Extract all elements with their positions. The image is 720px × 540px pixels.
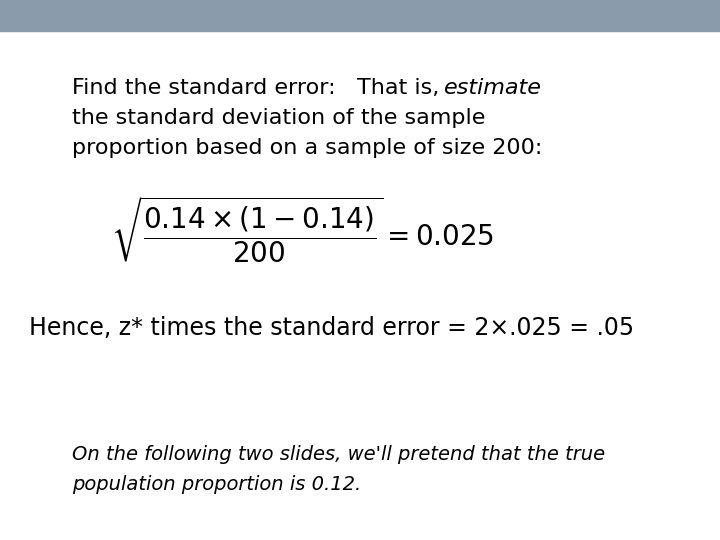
Text: Find the standard error:   That is,: Find the standard error: That is, xyxy=(72,78,446,98)
Text: population proportion is 0.12.: population proportion is 0.12. xyxy=(72,475,361,494)
Text: estimate: estimate xyxy=(444,78,542,98)
Text: Hence, z* times the standard error = 2×.025 = .05: Hence, z* times the standard error = 2×.… xyxy=(29,316,634,340)
Text: $\sqrt{\dfrac{0.14 \times (1 - 0.14)}{200}} = 0.025$: $\sqrt{\dfrac{0.14 \times (1 - 0.14)}{20… xyxy=(111,194,494,265)
Text: the standard deviation of the sample: the standard deviation of the sample xyxy=(72,108,485,128)
Text: proportion based on a sample of size 200:: proportion based on a sample of size 200… xyxy=(72,138,542,158)
Text: On the following two slides, we'll pretend that the true: On the following two slides, we'll prete… xyxy=(72,446,605,464)
